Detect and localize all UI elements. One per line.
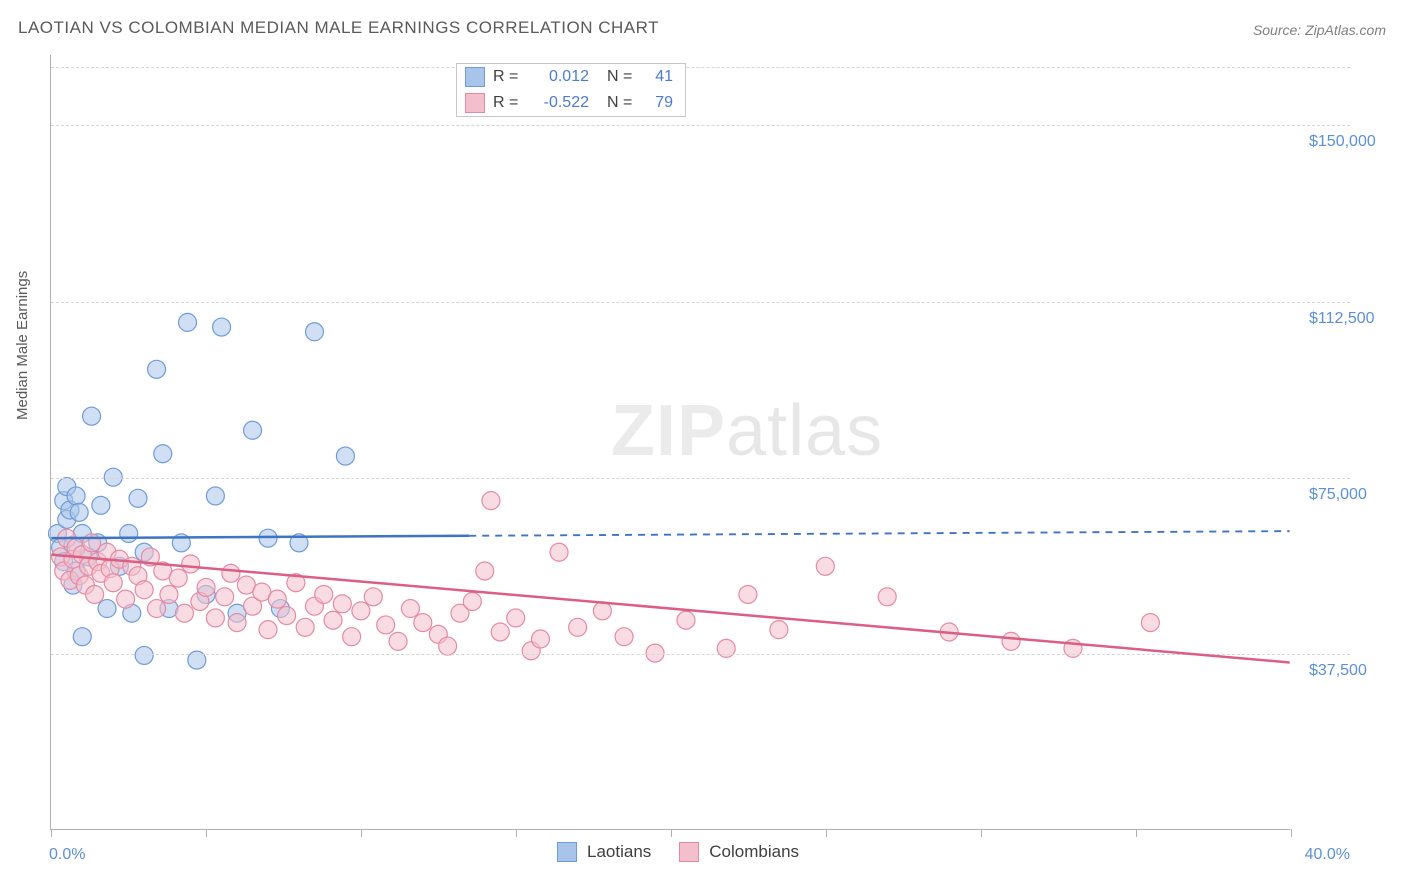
legend-swatch xyxy=(557,842,577,862)
legend-N-value: 79 xyxy=(643,94,673,112)
legend-swatch xyxy=(679,842,699,862)
chart-title: LAOTIAN VS COLOMBIAN MEDIAN MALE EARNING… xyxy=(18,18,659,38)
source-label: Source: ZipAtlas.com xyxy=(1253,22,1386,38)
x-tick-label: 40.0% xyxy=(1305,846,1350,864)
legend-row: R = -0.522 N = 79 xyxy=(457,90,685,116)
x-tick xyxy=(981,829,982,837)
legend-R-value: 0.012 xyxy=(529,68,589,86)
y-tick-label: $112,500 xyxy=(1309,310,1375,328)
y-tick-label: $150,000 xyxy=(1309,133,1376,151)
x-tick xyxy=(671,829,672,837)
legend-N-value: 41 xyxy=(643,68,673,86)
x-tick xyxy=(826,829,827,837)
trendline xyxy=(51,536,469,538)
legend-row: R = 0.012 N = 41 xyxy=(457,64,685,90)
legend-series-name: Laotians xyxy=(587,842,651,862)
x-tick xyxy=(51,829,52,837)
trendline xyxy=(51,555,1289,663)
legend-R-label: R = xyxy=(493,68,521,86)
legend-R-value: -0.522 xyxy=(529,94,589,112)
x-tick xyxy=(206,829,207,837)
legend-N-label: N = xyxy=(607,68,635,86)
legend-swatch xyxy=(465,67,485,87)
y-tick-label: $37,500 xyxy=(1309,662,1367,680)
legend-series-name: Colombians xyxy=(709,842,799,862)
x-tick xyxy=(516,829,517,837)
correlation-legend: R = 0.012 N = 41 R = -0.522 N = 79 xyxy=(456,63,686,117)
x-tick-label: 0.0% xyxy=(49,846,85,864)
y-axis-title: Median Male Earnings xyxy=(14,271,31,420)
plot-area: ZIPatlas R =0.012N =41R =-0.522N =79 Lao… xyxy=(50,55,1290,830)
x-tick xyxy=(1291,829,1292,837)
x-tick xyxy=(1136,829,1137,837)
legend-N-label: N = xyxy=(607,94,635,112)
trendline-extrapolated xyxy=(469,531,1289,536)
legend-R-label: R = xyxy=(493,94,521,112)
trendlines-layer xyxy=(51,55,1290,829)
y-tick-label: $75,000 xyxy=(1309,486,1367,504)
series-legend: Laotians Colombians xyxy=(557,842,817,862)
x-tick xyxy=(361,829,362,837)
legend-swatch xyxy=(465,93,485,113)
